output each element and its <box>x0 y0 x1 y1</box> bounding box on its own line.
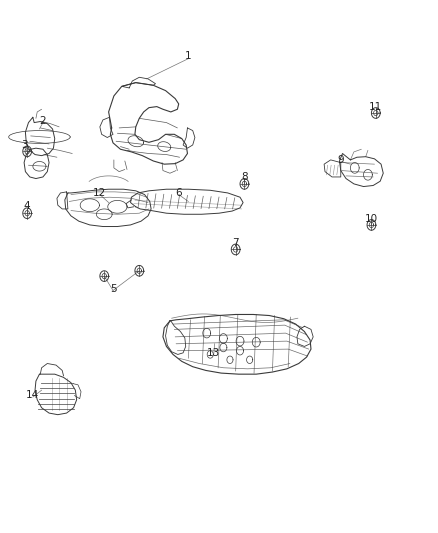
Text: 4: 4 <box>24 201 31 211</box>
Text: 7: 7 <box>232 238 239 247</box>
Text: 3: 3 <box>21 140 28 150</box>
Text: 12: 12 <box>93 188 106 198</box>
Text: 8: 8 <box>241 172 248 182</box>
Text: 2: 2 <box>39 116 46 126</box>
Text: 14: 14 <box>26 391 39 400</box>
Text: 9: 9 <box>337 155 344 165</box>
Text: 13: 13 <box>207 348 220 358</box>
Text: 6: 6 <box>175 188 182 198</box>
Text: 11: 11 <box>369 102 382 111</box>
Text: 1: 1 <box>185 51 192 61</box>
Text: 10: 10 <box>365 214 378 223</box>
Text: 5: 5 <box>110 284 117 294</box>
